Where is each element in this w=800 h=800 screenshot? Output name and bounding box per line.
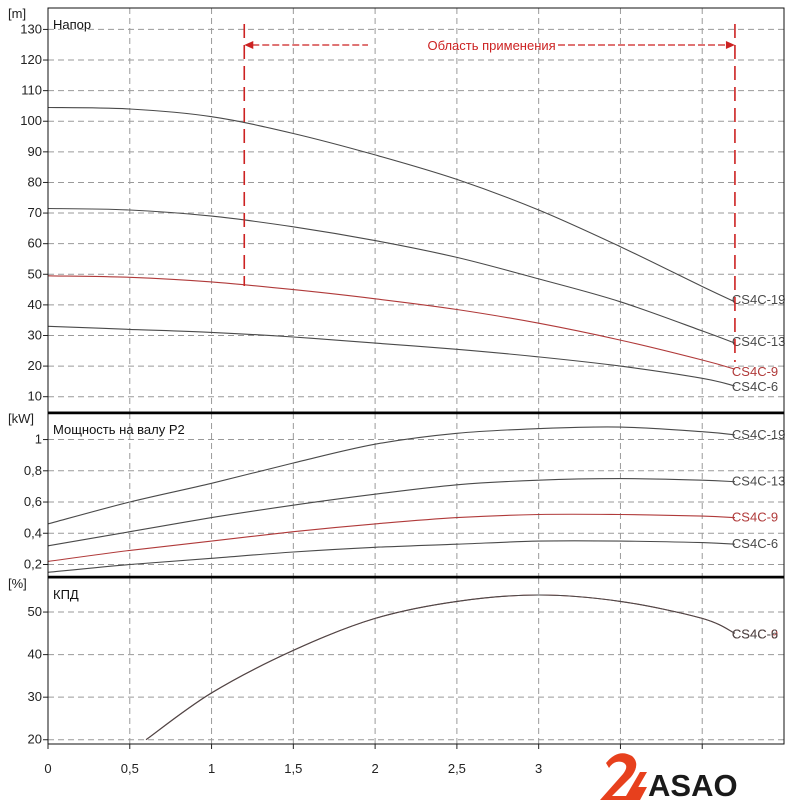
asao-logo: ASAO [596, 750, 800, 800]
x-tick-label: 1 [208, 761, 215, 776]
series-line-cs4c-9 [145, 594, 736, 741]
y-tick-label: 0,4 [24, 525, 42, 540]
y-tick-label: 20 [28, 732, 42, 747]
y-tick-label: 0,2 [24, 557, 42, 572]
series-label-cs4c-6: CS4C-6 [732, 379, 778, 394]
y-tick-label: 20 [28, 358, 42, 373]
y-tick-label: 30 [28, 327, 42, 342]
panel-title: Напор [53, 17, 91, 32]
y-tick-label: 70 [28, 205, 42, 220]
arrow-left-icon [244, 41, 254, 49]
series-label-cs4c-19: CS4C-19 [732, 427, 785, 442]
panel-frame [47, 577, 785, 745]
series-label-cs4c-6: CS4C-6 [732, 536, 778, 551]
series-line-cs4c-13 [47, 478, 735, 547]
y-tick-label: 60 [28, 236, 42, 251]
y-tick-label: 0,6 [24, 494, 42, 509]
y-tick-label: 50 [28, 266, 42, 281]
head-panel: 10 20 30 40 50 60 70 80 90 100 110 120 130[m] Напор CS… [8, 6, 785, 413]
panel-frame [47, 7, 785, 413]
y-tick-label: 100 [20, 113, 42, 128]
x-tick-label: 3 [535, 761, 542, 776]
operating-range: Область применения [243, 24, 736, 362]
x-tick-label: 0 [44, 761, 51, 776]
y-tick-label: 130 [20, 21, 42, 36]
y-tick-label: 120 [20, 52, 42, 67]
y-tick-label: 40 [28, 647, 42, 662]
y-tick-label: 90 [28, 144, 42, 159]
series-label-cs4c-9: CS4C-9 [732, 626, 778, 641]
y-tick-label: 110 [21, 83, 42, 98]
range-label: Область применения [427, 38, 555, 53]
series-line-cs4c-6 [47, 325, 736, 387]
series-line-cs4c-19 [47, 426, 735, 525]
series-line-cs4c-19 [47, 106, 736, 303]
y-tick-label: 80 [28, 174, 42, 189]
y-axis-unit: [m] [8, 6, 26, 21]
x-tick-label: 2 [371, 761, 378, 776]
x-tick-label: 1,5 [284, 761, 302, 776]
panel-title: КПД [53, 587, 79, 602]
panel-title: Мощность на валу P2 [53, 422, 185, 437]
arrow-right-icon [725, 41, 735, 49]
y-tick-label: 30 [28, 689, 42, 704]
y-tick-label: 10 [28, 389, 42, 404]
series-line-cs4c-13 [47, 207, 736, 344]
y-tick-label: 1 [35, 432, 42, 447]
power-panel: 0,2 0,4 0,6 0,8 1[kW] Мощность на валу P2 CS4C… [8, 411, 785, 578]
series-label-cs4c-19: CS4C-19 [732, 292, 785, 307]
series-label-cs4c-6: CS4C-6 [732, 626, 778, 641]
x-tick-label: 0,5 [121, 761, 139, 776]
series-label-cs4c-13: CS4C-13 [732, 474, 785, 489]
series-label-cs4c-9: CS4C-9 [732, 364, 778, 379]
y-axis-unit: [kW] [8, 411, 34, 426]
x-axis: 00,511,522,533,54[m3/h] [44, 411, 784, 776]
series-line-cs4c-9 [47, 275, 736, 370]
series-label-cs4c-13: CS4C-13 [732, 334, 785, 349]
x-tick-label: 2,5 [448, 761, 466, 776]
logo-text: ASAO [648, 768, 738, 800]
y-tick-label: 50 [28, 604, 42, 619]
logo-stripe-icon [626, 772, 647, 796]
series-line-cs4c-6 [47, 540, 735, 573]
logo-mark-icon [600, 753, 647, 800]
y-tick-label: 40 [28, 297, 42, 312]
y-axis-unit: [%] [8, 576, 27, 591]
series-label-cs4c-9: CS4C-9 [732, 510, 778, 525]
series-line-cs4c-9 [47, 513, 735, 562]
series-line-cs4c-6 [145, 594, 736, 741]
y-tick-label: 0,8 [24, 463, 42, 478]
